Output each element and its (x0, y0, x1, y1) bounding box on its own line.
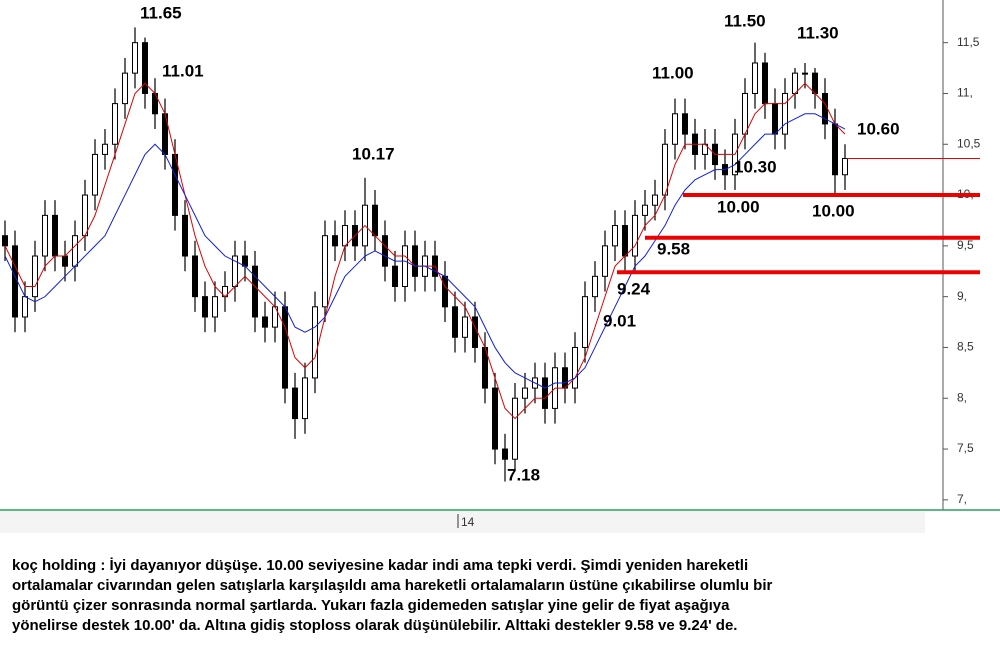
candle-body (842, 157, 848, 176)
y-tick-label: 8, (957, 390, 967, 404)
caption-line: koç holding : İyi dayanıyor düşüşe. 10.0… (12, 557, 748, 574)
candle-body (402, 245, 408, 287)
candle-body (492, 387, 498, 450)
candle-body (522, 387, 528, 399)
candle-body (742, 92, 748, 135)
annotation: 9.01 (603, 311, 636, 330)
annotation: 11.00 (652, 63, 694, 82)
candle-body (302, 377, 308, 420)
candle-body (322, 235, 328, 308)
candle-body (572, 346, 578, 389)
candle-body (122, 72, 128, 105)
candle-body (582, 296, 588, 348)
candle-body (22, 296, 28, 318)
candle-body (182, 214, 188, 257)
candle-body (652, 194, 658, 206)
candle-body (72, 235, 78, 267)
caption-line: ortalamalar civarından gelen satışlarla … (12, 577, 772, 594)
annotation: 11.50 (724, 11, 766, 30)
y-tick-label: 11,5 (957, 35, 980, 49)
candle-body (12, 245, 18, 318)
candle-body (512, 397, 518, 460)
candle-body (802, 72, 808, 75)
candle-body (682, 113, 688, 135)
y-tick-label: 7, (957, 492, 967, 506)
candle-body (452, 306, 458, 338)
candle-body (202, 296, 208, 318)
candle-body (752, 62, 758, 94)
annotation: 11.65 (140, 3, 182, 22)
y-tick-label: 9, (957, 289, 967, 303)
candle-body (542, 377, 548, 409)
candle-body (252, 265, 258, 318)
annotation: 10.60 (857, 119, 900, 138)
annotation: 10.30 (734, 157, 777, 176)
candle-body (212, 296, 218, 318)
candle-body (52, 214, 58, 257)
candle-body (142, 42, 148, 94)
caption-line: yönelirse destek 10.00' da. Altına gidiş… (12, 617, 737, 634)
candle-body (462, 316, 468, 338)
candle-body (42, 214, 48, 257)
candle-body (442, 275, 448, 308)
candle-body (502, 448, 508, 460)
candle-body (412, 245, 418, 277)
annotation: 9.58 (657, 239, 690, 258)
candle-body (592, 275, 598, 298)
candle-body (562, 367, 568, 389)
candle-body (762, 62, 768, 105)
x-tick-label: 14 (461, 515, 475, 529)
candle-body (62, 255, 68, 267)
candle-body (372, 204, 378, 237)
annotation: 9.24 (617, 279, 651, 298)
annotation: 10.00 (812, 201, 855, 220)
candle-body (772, 103, 778, 135)
candle-body (92, 153, 98, 196)
candle-body (342, 225, 348, 247)
y-tick-label: 10,5 (957, 136, 981, 150)
candle-body (262, 316, 268, 328)
candle-body (672, 113, 678, 145)
candle-body (332, 235, 338, 247)
candle-body (382, 235, 388, 267)
candle-body (282, 306, 288, 389)
moving-average (4, 113, 846, 389)
candle-body (642, 204, 648, 216)
annotation: 11.01 (162, 61, 204, 80)
candle-body (82, 194, 88, 237)
annotation: 10.17 (352, 144, 395, 163)
annotation: 7.18 (507, 465, 540, 484)
candle-body (392, 265, 398, 287)
candle-body (32, 255, 38, 298)
candle-body (622, 225, 628, 257)
y-tick-label: 11, (957, 86, 973, 100)
candle-body (812, 72, 818, 94)
candle-body (662, 143, 668, 196)
annotation: 10.00 (717, 197, 760, 216)
candle-body (102, 143, 108, 155)
candle-body (832, 123, 838, 176)
candle-body (192, 255, 198, 298)
y-tick-label: 7,5 (957, 441, 974, 455)
x-axis-band (0, 511, 925, 533)
candle-body (792, 72, 798, 94)
candle-body (602, 245, 608, 277)
y-tick-label: 8,5 (957, 340, 974, 354)
annotation: 11.30 (797, 23, 839, 42)
candle-body (112, 103, 118, 145)
candle-body (242, 255, 248, 267)
candle-body (312, 306, 318, 379)
candle-body (2, 235, 8, 247)
candle-body (472, 316, 478, 348)
candle-body (782, 92, 788, 135)
caption-line: görüntü çizer sonrasında normal şartlard… (12, 597, 730, 614)
candle-body (292, 387, 298, 420)
candle-body (632, 214, 638, 257)
candle-body (612, 225, 618, 247)
candle-body (132, 42, 138, 74)
y-tick-label: 9,5 (957, 238, 974, 252)
